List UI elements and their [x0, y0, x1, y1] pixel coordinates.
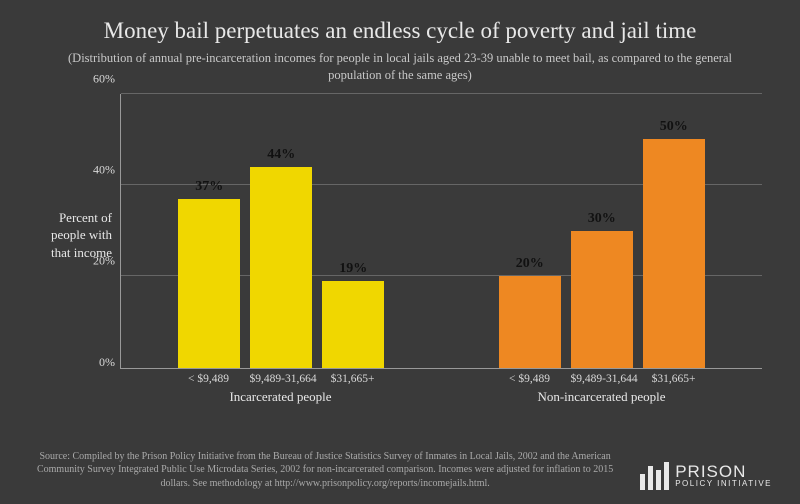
bar-group: 20%30%50%: [442, 94, 763, 368]
bars-wrapper: 37%44%19%20%30%50%: [121, 94, 762, 368]
y-tick: 20%: [77, 254, 115, 269]
bar: 44%: [250, 167, 312, 368]
logo: PRISON POLICY INITIATIVE: [640, 462, 772, 490]
chart-area: Percent of people with that income 0% 20…: [120, 94, 762, 414]
bar-value-label: 44%: [267, 147, 295, 163]
x-tick-label: $31,665+: [643, 373, 705, 385]
group-labels: Incarcerated peopleNon-incarcerated peop…: [120, 389, 762, 405]
bar-value-label: 37%: [195, 179, 223, 195]
bar-group: 37%44%19%: [121, 94, 442, 368]
logo-text: PRISON POLICY INITIATIVE: [675, 464, 772, 488]
y-tick: 40%: [77, 163, 115, 178]
source-text: Source: Compiled by the Prison Policy In…: [28, 450, 622, 491]
chart-subtitle: (Distribution of annual pre-incarceratio…: [28, 50, 772, 84]
chart-container: Money bail perpetuates an endless cycle …: [0, 0, 800, 504]
bar-value-label: 19%: [339, 261, 367, 277]
x-axis: < $9,489 $9,489-31,664 $31,665+ < $9,489 $9,…: [120, 373, 762, 385]
group-label: Non-incarcerated people: [441, 389, 762, 405]
x-tick-group: < $9,489 $9,489-31,664 $31,665+: [120, 373, 441, 385]
group-label: Incarcerated people: [120, 389, 441, 405]
x-tick-label: < $9,489: [499, 373, 561, 385]
bar-value-label: 20%: [516, 256, 544, 272]
x-tick-label: < $9,489: [178, 373, 240, 385]
y-tick: 0%: [77, 355, 115, 370]
bar: 37%: [178, 199, 240, 368]
footer: Source: Compiled by the Prison Policy In…: [28, 450, 772, 491]
plot-area: 0% 20% 40% 60% 37%44%19%20%30%50%: [120, 94, 762, 369]
bar: 50%: [643, 139, 705, 367]
bar-value-label: 50%: [660, 119, 688, 135]
y-tick: 60%: [77, 71, 115, 86]
x-tick-label: $9,489-31,664: [250, 373, 312, 385]
bar: 30%: [571, 231, 633, 368]
chart-title: Money bail perpetuates an endless cycle …: [28, 18, 772, 44]
x-tick-label: $31,665+: [322, 373, 384, 385]
x-tick-group: < $9,489 $9,489-31,644 $31,665+: [441, 373, 762, 385]
bar: 20%: [499, 276, 561, 367]
bar-value-label: 30%: [588, 211, 616, 227]
bar: 19%: [322, 281, 384, 368]
x-tick-label: $9,489-31,644: [571, 373, 633, 385]
logo-icon: [640, 462, 669, 490]
